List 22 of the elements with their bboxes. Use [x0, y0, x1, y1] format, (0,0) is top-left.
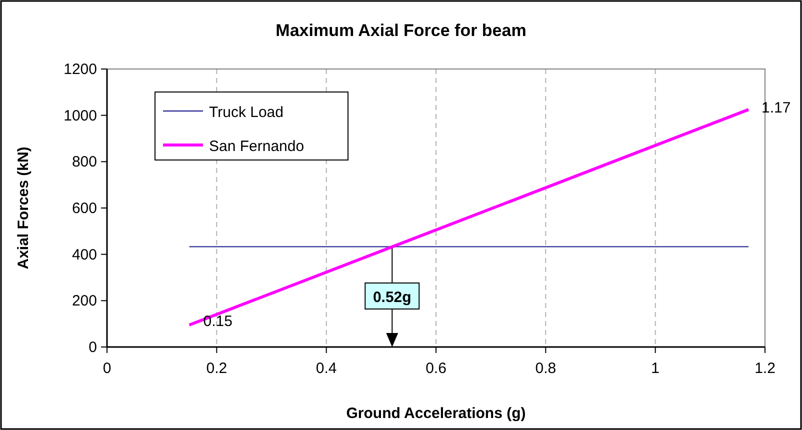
y-axis-title: Axial Forces (kN): [15, 146, 32, 270]
annotation: 0.15: [203, 312, 232, 330]
x-tick-label: 0.4: [316, 360, 337, 377]
x-tick-label: 0.2: [206, 360, 228, 377]
y-tick-label: 1200: [64, 61, 97, 78]
x-tick-label: 0: [102, 360, 112, 377]
y-tick-label: 600: [72, 200, 97, 217]
y-tick-label: 1000: [64, 107, 97, 124]
x-tick-label: 0.6: [426, 360, 446, 377]
x-tick-label: 1: [651, 360, 660, 377]
y-tick-label: 400: [72, 246, 97, 264]
x-tick-label: 0.8: [535, 360, 556, 377]
y-tick-label: 0: [88, 339, 97, 356]
x-tick-label: 1.2: [754, 360, 776, 377]
x-axis-title: Ground Accelerations (g): [346, 405, 526, 422]
annotation: 1.17: [762, 100, 791, 117]
legend-label: San Fernando: [209, 138, 304, 155]
legend-label: Truck Load: [209, 104, 284, 121]
chart-title: Maximum Axial Force for beam: [276, 21, 526, 40]
y-tick-label: 200: [72, 292, 97, 310]
annotation: 0.52g: [372, 289, 412, 306]
y-tick-label: 800: [72, 154, 97, 171]
